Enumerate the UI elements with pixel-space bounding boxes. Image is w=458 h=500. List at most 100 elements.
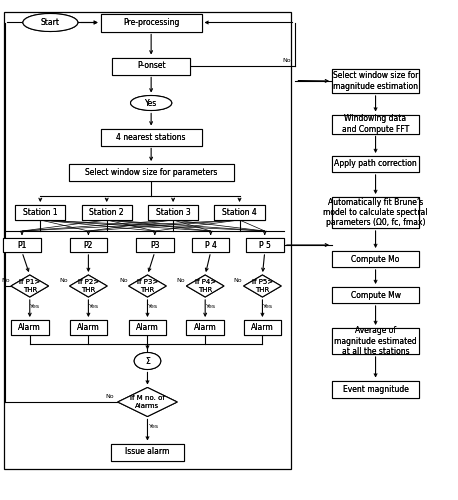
Text: Station 4: Station 4 [222, 208, 257, 217]
Text: If P2>
THR: If P2> THR [78, 280, 99, 292]
Text: 4 nearest stations: 4 nearest stations [116, 132, 186, 141]
Text: P2: P2 [84, 240, 93, 250]
FancyBboxPatch shape [246, 238, 284, 252]
FancyBboxPatch shape [111, 444, 184, 460]
Text: Yes: Yes [30, 304, 40, 308]
Text: Alarm: Alarm [251, 323, 274, 332]
Polygon shape [129, 275, 166, 297]
FancyBboxPatch shape [214, 205, 265, 220]
FancyBboxPatch shape [332, 251, 419, 267]
Text: If P2>
THR: If P2> THR [78, 280, 99, 292]
Text: Start: Start [41, 18, 60, 27]
Text: Start: Start [41, 18, 60, 27]
Text: P1: P1 [17, 240, 27, 250]
FancyBboxPatch shape [192, 238, 229, 252]
FancyBboxPatch shape [332, 328, 419, 354]
FancyBboxPatch shape [101, 128, 202, 146]
Text: Alarm: Alarm [18, 323, 41, 332]
Text: P 5: P 5 [259, 240, 271, 250]
Ellipse shape [131, 96, 172, 110]
FancyBboxPatch shape [148, 205, 198, 220]
FancyBboxPatch shape [332, 69, 419, 93]
Ellipse shape [134, 352, 161, 370]
FancyBboxPatch shape [101, 14, 202, 32]
FancyBboxPatch shape [69, 164, 234, 181]
FancyBboxPatch shape [244, 320, 281, 335]
FancyBboxPatch shape [69, 164, 234, 181]
Text: Pre-processing: Pre-processing [123, 18, 180, 27]
Text: If P3>
THR: If P3> THR [137, 280, 158, 292]
FancyBboxPatch shape [111, 444, 184, 460]
Text: Alarm: Alarm [136, 323, 159, 332]
Text: Apply path correction: Apply path correction [334, 160, 417, 168]
FancyBboxPatch shape [332, 114, 419, 134]
FancyBboxPatch shape [101, 128, 202, 146]
FancyBboxPatch shape [101, 14, 202, 32]
Text: Alarm: Alarm [136, 323, 159, 332]
Text: Station 4: Station 4 [222, 208, 257, 217]
Text: P 5: P 5 [259, 240, 271, 250]
Text: Alarm: Alarm [194, 323, 217, 332]
Text: Event magnitude: Event magnitude [343, 384, 409, 394]
FancyBboxPatch shape [186, 320, 224, 335]
FancyBboxPatch shape [112, 58, 190, 74]
FancyBboxPatch shape [129, 320, 166, 335]
FancyBboxPatch shape [70, 238, 107, 252]
Text: P 4: P 4 [205, 240, 217, 250]
FancyBboxPatch shape [3, 238, 41, 252]
Text: P3: P3 [150, 240, 159, 250]
Text: Station 2: Station 2 [89, 208, 124, 217]
FancyBboxPatch shape [136, 238, 174, 252]
Text: 4 nearest stations: 4 nearest stations [116, 132, 186, 141]
Text: Compute Mw: Compute Mw [350, 290, 401, 300]
Text: Yes: Yes [145, 98, 157, 108]
Text: Yes: Yes [149, 424, 159, 429]
Text: If P1>
THR: If P1> THR [19, 280, 40, 292]
FancyBboxPatch shape [129, 320, 166, 335]
Text: Alarm: Alarm [18, 323, 41, 332]
FancyBboxPatch shape [148, 205, 198, 220]
Text: Apply path correction: Apply path correction [334, 160, 417, 168]
Text: Station 1: Station 1 [23, 208, 58, 217]
Ellipse shape [131, 96, 172, 110]
Text: P3: P3 [150, 240, 159, 250]
FancyBboxPatch shape [214, 205, 265, 220]
Text: Windowing data
and Compute FFT: Windowing data and Compute FFT [342, 114, 409, 134]
Text: No: No [177, 278, 185, 283]
FancyBboxPatch shape [332, 197, 419, 228]
Text: Compute Mo: Compute Mo [351, 254, 400, 264]
FancyBboxPatch shape [15, 205, 65, 220]
Text: Alarm: Alarm [77, 323, 100, 332]
FancyBboxPatch shape [332, 114, 419, 134]
Polygon shape [186, 275, 224, 297]
Text: Select window size for
magnitude estimation: Select window size for magnitude estimat… [333, 72, 418, 90]
FancyBboxPatch shape [82, 205, 132, 220]
Text: Alarm: Alarm [251, 323, 274, 332]
Text: Event magnitude: Event magnitude [343, 384, 409, 394]
FancyBboxPatch shape [332, 380, 419, 398]
FancyBboxPatch shape [332, 156, 419, 172]
FancyBboxPatch shape [244, 320, 281, 335]
Polygon shape [118, 388, 177, 416]
Text: Yes: Yes [263, 304, 273, 308]
Text: Compute Mw: Compute Mw [350, 290, 401, 300]
Text: Average of
magnitude estimated
at all the stations: Average of magnitude estimated at all th… [334, 326, 417, 356]
FancyBboxPatch shape [70, 238, 107, 252]
FancyBboxPatch shape [332, 69, 419, 93]
FancyBboxPatch shape [11, 320, 49, 335]
Text: Select window size for parameters: Select window size for parameters [85, 168, 218, 177]
Text: Compute Mo: Compute Mo [351, 254, 400, 264]
Text: Issue alarm: Issue alarm [125, 448, 169, 456]
Polygon shape [186, 275, 224, 297]
Text: No: No [105, 394, 114, 398]
FancyBboxPatch shape [332, 251, 419, 267]
Text: Average of
magnitude estimated
at all the stations: Average of magnitude estimated at all th… [334, 326, 417, 356]
Text: P 4: P 4 [205, 240, 217, 250]
Text: No: No [234, 278, 242, 283]
FancyBboxPatch shape [3, 238, 41, 252]
Text: If P3>
THR: If P3> THR [137, 280, 158, 292]
Text: Station 1: Station 1 [23, 208, 58, 217]
FancyBboxPatch shape [332, 287, 419, 303]
Text: No: No [119, 278, 127, 283]
Text: If P5>
THR: If P5> THR [252, 280, 273, 292]
